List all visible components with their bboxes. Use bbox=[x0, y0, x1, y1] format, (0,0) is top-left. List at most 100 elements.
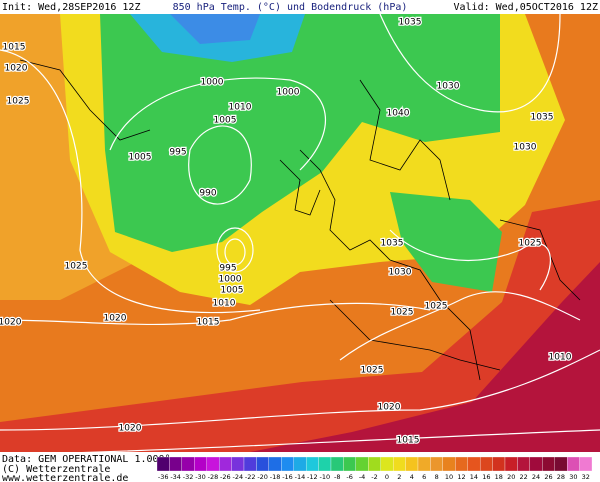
isobar bbox=[224, 238, 246, 266]
legend-label: 6 bbox=[422, 473, 426, 481]
legend-swatch bbox=[243, 456, 257, 472]
legend-label: 2 bbox=[397, 473, 401, 481]
legend-swatch bbox=[218, 456, 232, 472]
isobar-label: 1010 bbox=[213, 299, 236, 309]
isobar bbox=[389, 229, 551, 291]
isobar bbox=[0, 429, 600, 456]
isobar-label: 1025 bbox=[7, 97, 30, 107]
isobar bbox=[0, 49, 261, 314]
region-darkred bbox=[250, 262, 600, 452]
isobar-label: 1000 bbox=[219, 275, 242, 285]
legend-swatch bbox=[455, 456, 468, 472]
isobar-label: 1035 bbox=[399, 18, 422, 28]
legend-swatch bbox=[206, 456, 220, 472]
legend-swatch bbox=[504, 456, 518, 472]
legend-swatch bbox=[194, 456, 207, 472]
legend-label: 4 bbox=[410, 473, 414, 481]
legend-swatch bbox=[256, 456, 270, 472]
isobar-label: 1005 bbox=[214, 116, 237, 126]
legend-label: -16 bbox=[282, 473, 293, 481]
isobar bbox=[0, 349, 600, 431]
isobar-label: 1000 bbox=[201, 78, 224, 88]
isobar-label: 1015 bbox=[197, 318, 220, 328]
isobar-label: 1010 bbox=[229, 103, 252, 113]
legend-label: 8 bbox=[435, 473, 439, 481]
legend-swatch bbox=[467, 456, 481, 472]
legend-label: 32 bbox=[582, 473, 590, 481]
legend-label: 12 bbox=[457, 473, 465, 481]
isobar-label: 1020 bbox=[104, 314, 127, 324]
legend-swatch bbox=[181, 456, 195, 472]
legend-label: -12 bbox=[307, 473, 318, 481]
region-green bbox=[100, 14, 500, 252]
legend-label: -20 bbox=[257, 473, 268, 481]
isobar-label: 1000 bbox=[277, 88, 300, 98]
coastline bbox=[279, 159, 321, 216]
color-legend: -36 -34 -32 -30 -28 -26 -24 -22 -20 -18 -16 -14 -12-… bbox=[156, 456, 593, 481]
legend-label: 10 bbox=[445, 473, 453, 481]
footer-url: www.wetterzentrale.de bbox=[2, 473, 128, 482]
legend-swatch bbox=[169, 456, 183, 472]
legend-swatch bbox=[156, 456, 170, 472]
legend-swatch bbox=[355, 456, 369, 472]
isobar-label: 1025 bbox=[391, 308, 414, 318]
legend-swatch bbox=[293, 456, 307, 472]
legend-label: 14 bbox=[470, 473, 478, 481]
legend-label: 16 bbox=[482, 473, 490, 481]
legend-label: 22 bbox=[520, 473, 528, 481]
isobar-label: 1015 bbox=[3, 43, 26, 53]
legend-label: 18 bbox=[495, 473, 503, 481]
legend-label: -22 bbox=[245, 473, 256, 481]
legend-swatch bbox=[529, 456, 543, 472]
legend-swatch bbox=[380, 456, 394, 472]
isobar-label: 1025 bbox=[65, 262, 88, 272]
coastline bbox=[299, 149, 481, 381]
legend-swatch bbox=[479, 456, 493, 472]
isobar bbox=[0, 302, 431, 326]
legend-label: -28 bbox=[208, 473, 219, 481]
region-green-east bbox=[390, 192, 502, 292]
isobar-label: 995 bbox=[169, 148, 186, 158]
legend-label: -18 bbox=[270, 473, 281, 481]
legend-swatch bbox=[231, 456, 245, 472]
legend-label: -10 bbox=[319, 473, 330, 481]
isobar-label: 1010 bbox=[549, 353, 572, 363]
legend-label: -26 bbox=[220, 473, 231, 481]
isobar-label: 1040 bbox=[387, 109, 410, 119]
isobar-label: 1020 bbox=[0, 318, 22, 328]
isobars bbox=[0, 13, 600, 456]
legend-swatch bbox=[492, 456, 506, 472]
legend-swatch bbox=[542, 456, 555, 472]
footer-data: Data: GEM OPERATIONAL 1.000° bbox=[2, 454, 171, 465]
legend-label: -32 bbox=[183, 473, 194, 481]
isobar-label: 1030 bbox=[514, 143, 537, 153]
legend-swatch bbox=[417, 456, 431, 472]
isobar-label: 1020 bbox=[378, 403, 401, 413]
legend-swatch bbox=[343, 456, 357, 472]
isobar-label: 1035 bbox=[531, 113, 554, 123]
legend-swatch bbox=[392, 456, 406, 472]
isobar-label: 1005 bbox=[221, 286, 244, 296]
isobar-label: 1020 bbox=[5, 64, 28, 74]
valid-label: Valid: Wed,05OCT2016 12Z bbox=[454, 2, 599, 13]
map bbox=[0, 13, 600, 456]
legend-label: 28 bbox=[557, 473, 565, 481]
isobar bbox=[379, 13, 561, 113]
legend-swatch bbox=[405, 456, 419, 472]
coastline bbox=[329, 299, 501, 371]
legend-swatch bbox=[305, 456, 319, 472]
legend-swatch bbox=[330, 456, 344, 472]
legend-swatch bbox=[281, 456, 294, 472]
legend-swatch bbox=[554, 456, 568, 472]
footer-copyright: (C) Wetterzentrale bbox=[2, 464, 110, 475]
legend-swatch bbox=[566, 456, 580, 472]
legend-label: -36 bbox=[158, 473, 169, 481]
isobar-label: 1030 bbox=[389, 268, 412, 278]
legend-label: -6 bbox=[346, 473, 352, 481]
legend-label: -2 bbox=[371, 473, 377, 481]
region-colder bbox=[170, 14, 260, 44]
legend-label: 20 bbox=[507, 473, 515, 481]
isobar-label: 1035 bbox=[381, 239, 404, 249]
